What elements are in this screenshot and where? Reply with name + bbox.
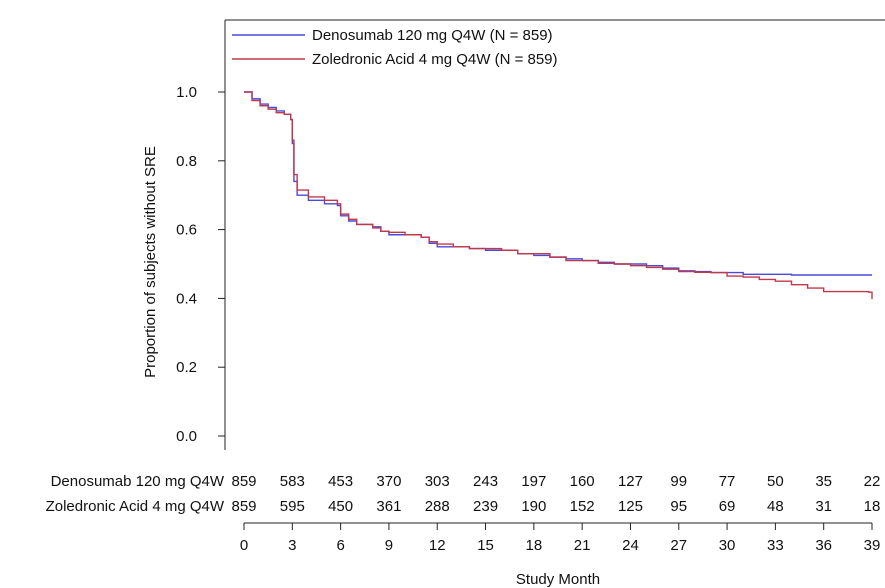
- y-tick-label: 0.2: [176, 359, 197, 376]
- x-axis-label: Study Month: [516, 571, 600, 588]
- risk-count-cell: 859: [231, 498, 256, 515]
- risk-count-cell: 595: [280, 498, 305, 515]
- risk-count-cell: 370: [376, 473, 401, 490]
- risk-count-cell: 859: [231, 473, 256, 490]
- risk-row-label-zoledronic: Zoledronic Acid 4 mg Q4W: [46, 498, 225, 515]
- series-group: [244, 91, 873, 300]
- risk-count-cell: 77: [719, 473, 736, 490]
- x-tick-label: 33: [767, 537, 784, 554]
- y-axis-label: Proportion of subjects without SRE: [142, 146, 159, 378]
- y-tick-label: 0.8: [176, 153, 197, 170]
- risk-count-cell: 583: [280, 473, 305, 490]
- risk-count-cell: 18: [864, 498, 881, 515]
- risk-count-cell: 22: [864, 473, 881, 490]
- risk-row-label-denosumab: Denosumab 120 mg Q4W: [51, 473, 225, 490]
- x-tick-label: 39: [864, 537, 881, 554]
- risk-count-cell: 450: [328, 498, 353, 515]
- risk-count-cell: 152: [570, 498, 595, 515]
- series-line-zoledronic: [244, 91, 873, 300]
- x-tick-label: 12: [429, 537, 446, 554]
- y-tick-label: 0.0: [176, 428, 197, 445]
- legend-label-zoledronic: Zoledronic Acid 4 mg Q4W (N = 859): [312, 51, 558, 68]
- x-axis: 0 3 6 9 12 15 18 21 24 27 30 33 36 39: [240, 523, 881, 554]
- x-tick-label: 0: [240, 537, 248, 554]
- x-tick-label: 21: [574, 537, 591, 554]
- risk-count-cell: 361: [376, 498, 401, 515]
- risk-table: 859 583 453 370 303 243 197 160 127 99 77 50 35 22 859…: [231, 473, 880, 515]
- risk-count-cell: 190: [521, 498, 546, 515]
- risk-count-cell: 50: [767, 473, 784, 490]
- risk-count-cell: 35: [815, 473, 832, 490]
- y-tick-label: 1.0: [176, 84, 197, 101]
- x-tick-label: 3: [288, 537, 296, 554]
- x-tick-label: 24: [622, 537, 639, 554]
- risk-count-cell: 69: [719, 498, 736, 515]
- y-tick-label: 0.6: [176, 222, 197, 239]
- risk-count-cell: 95: [670, 498, 687, 515]
- y-axis: 0.0 0.2 0.4 0.6 0.8 1.0: [176, 84, 225, 445]
- risk-count-cell: 239: [473, 498, 498, 515]
- risk-count-cell: 125: [618, 498, 643, 515]
- series-line-denosumab: [244, 91, 872, 276]
- risk-count-cell: 99: [670, 473, 687, 490]
- legend: Denosumab 120 mg Q4W (N = 859) Zoledroni…: [232, 27, 558, 68]
- risk-count-cell: 160: [570, 473, 595, 490]
- x-tick-label: 36: [815, 537, 832, 554]
- legend-label-denosumab: Denosumab 120 mg Q4W (N = 859): [312, 27, 553, 44]
- x-tick-label: 30: [719, 537, 736, 554]
- x-tick-label: 6: [336, 537, 344, 554]
- y-tick-label: 0.4: [176, 290, 197, 307]
- risk-count-cell: 127: [618, 473, 643, 490]
- risk-count-cell: 31: [815, 498, 832, 515]
- x-tick-label: 18: [526, 537, 543, 554]
- risk-count-cell: 288: [425, 498, 450, 515]
- risk-count-cell: 453: [328, 473, 353, 490]
- risk-count-cell: 197: [521, 473, 546, 490]
- risk-count-cell: 243: [473, 473, 498, 490]
- x-tick-label: 27: [670, 537, 687, 554]
- x-tick-label: 9: [385, 537, 393, 554]
- risk-count-cell: 48: [767, 498, 784, 515]
- x-tick-label: 15: [477, 537, 494, 554]
- risk-count-cell: 303: [425, 473, 450, 490]
